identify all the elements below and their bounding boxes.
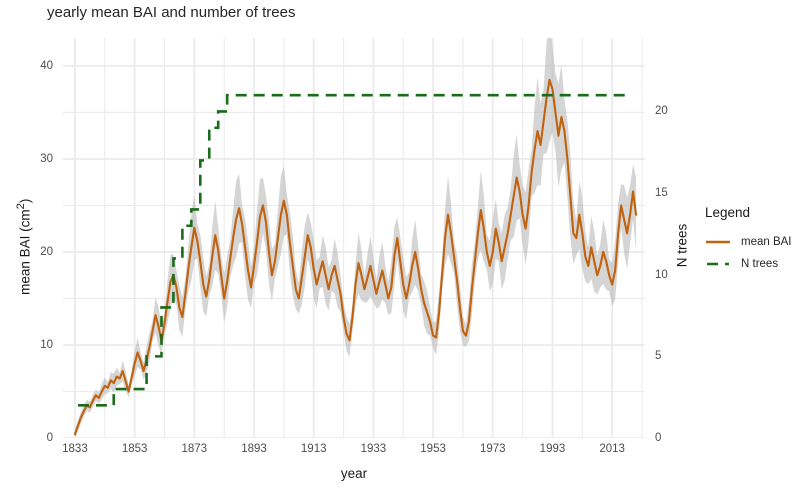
y-axis-left-title: mean BAI (cm2) bbox=[14, 177, 32, 317]
x-axis-tick: 1893 bbox=[241, 443, 267, 455]
y-axis-left-tick: 20 bbox=[40, 245, 53, 258]
x-axis-title: year bbox=[340, 466, 368, 481]
y-axis-right-tick: 20 bbox=[655, 105, 668, 118]
x-axis-tick: 1973 bbox=[479, 443, 506, 455]
y-axis-right-tick: 10 bbox=[655, 268, 668, 281]
legend-title: Legend bbox=[705, 205, 751, 220]
x-axis-tick: 1853 bbox=[121, 443, 148, 455]
x-axis-tick: 1873 bbox=[181, 443, 208, 455]
x-axis-tick: 1913 bbox=[300, 443, 327, 455]
legend-item-n-trees[interactable]: N trees bbox=[705, 253, 800, 275]
legend-key-mean-bai bbox=[706, 240, 730, 244]
y-axis-right-title: N trees bbox=[674, 223, 690, 268]
plot-panel bbox=[44, 18, 645, 439]
y-axis-left-tick: 40 bbox=[40, 59, 53, 72]
legend-key-n-trees bbox=[707, 262, 729, 266]
y-axis-right-tick: 5 bbox=[655, 350, 662, 363]
x-axis-tick: 1933 bbox=[360, 443, 387, 455]
legend-item-mean-bai[interactable]: mean BAI bbox=[705, 231, 800, 253]
legend-label-mean-bai: mean BAI bbox=[741, 236, 792, 248]
plot-svg bbox=[44, 18, 645, 439]
legend-label-n-trees: N trees bbox=[741, 258, 779, 270]
y-axis-right-tick: 0 bbox=[655, 432, 662, 444]
y-axis-left-tick: 30 bbox=[40, 152, 53, 165]
x-axis-tick: 1993 bbox=[539, 443, 566, 455]
x-axis-tick: 1953 bbox=[420, 443, 446, 455]
x-axis-tick: 2013 bbox=[599, 443, 625, 455]
legend: Legend mean BAI N trees bbox=[705, 205, 800, 275]
y-axis-right-tick: 15 bbox=[655, 187, 668, 200]
y-axis-left-title-text: mean BAI (cm2) bbox=[14, 198, 32, 295]
y-axis-left-tick: 0 bbox=[46, 432, 53, 444]
y-axis-left-tick: 10 bbox=[40, 338, 53, 351]
x-axis-tick: 1833 bbox=[62, 443, 88, 455]
chart-title: yearly mean BAI and number of trees bbox=[47, 4, 296, 21]
